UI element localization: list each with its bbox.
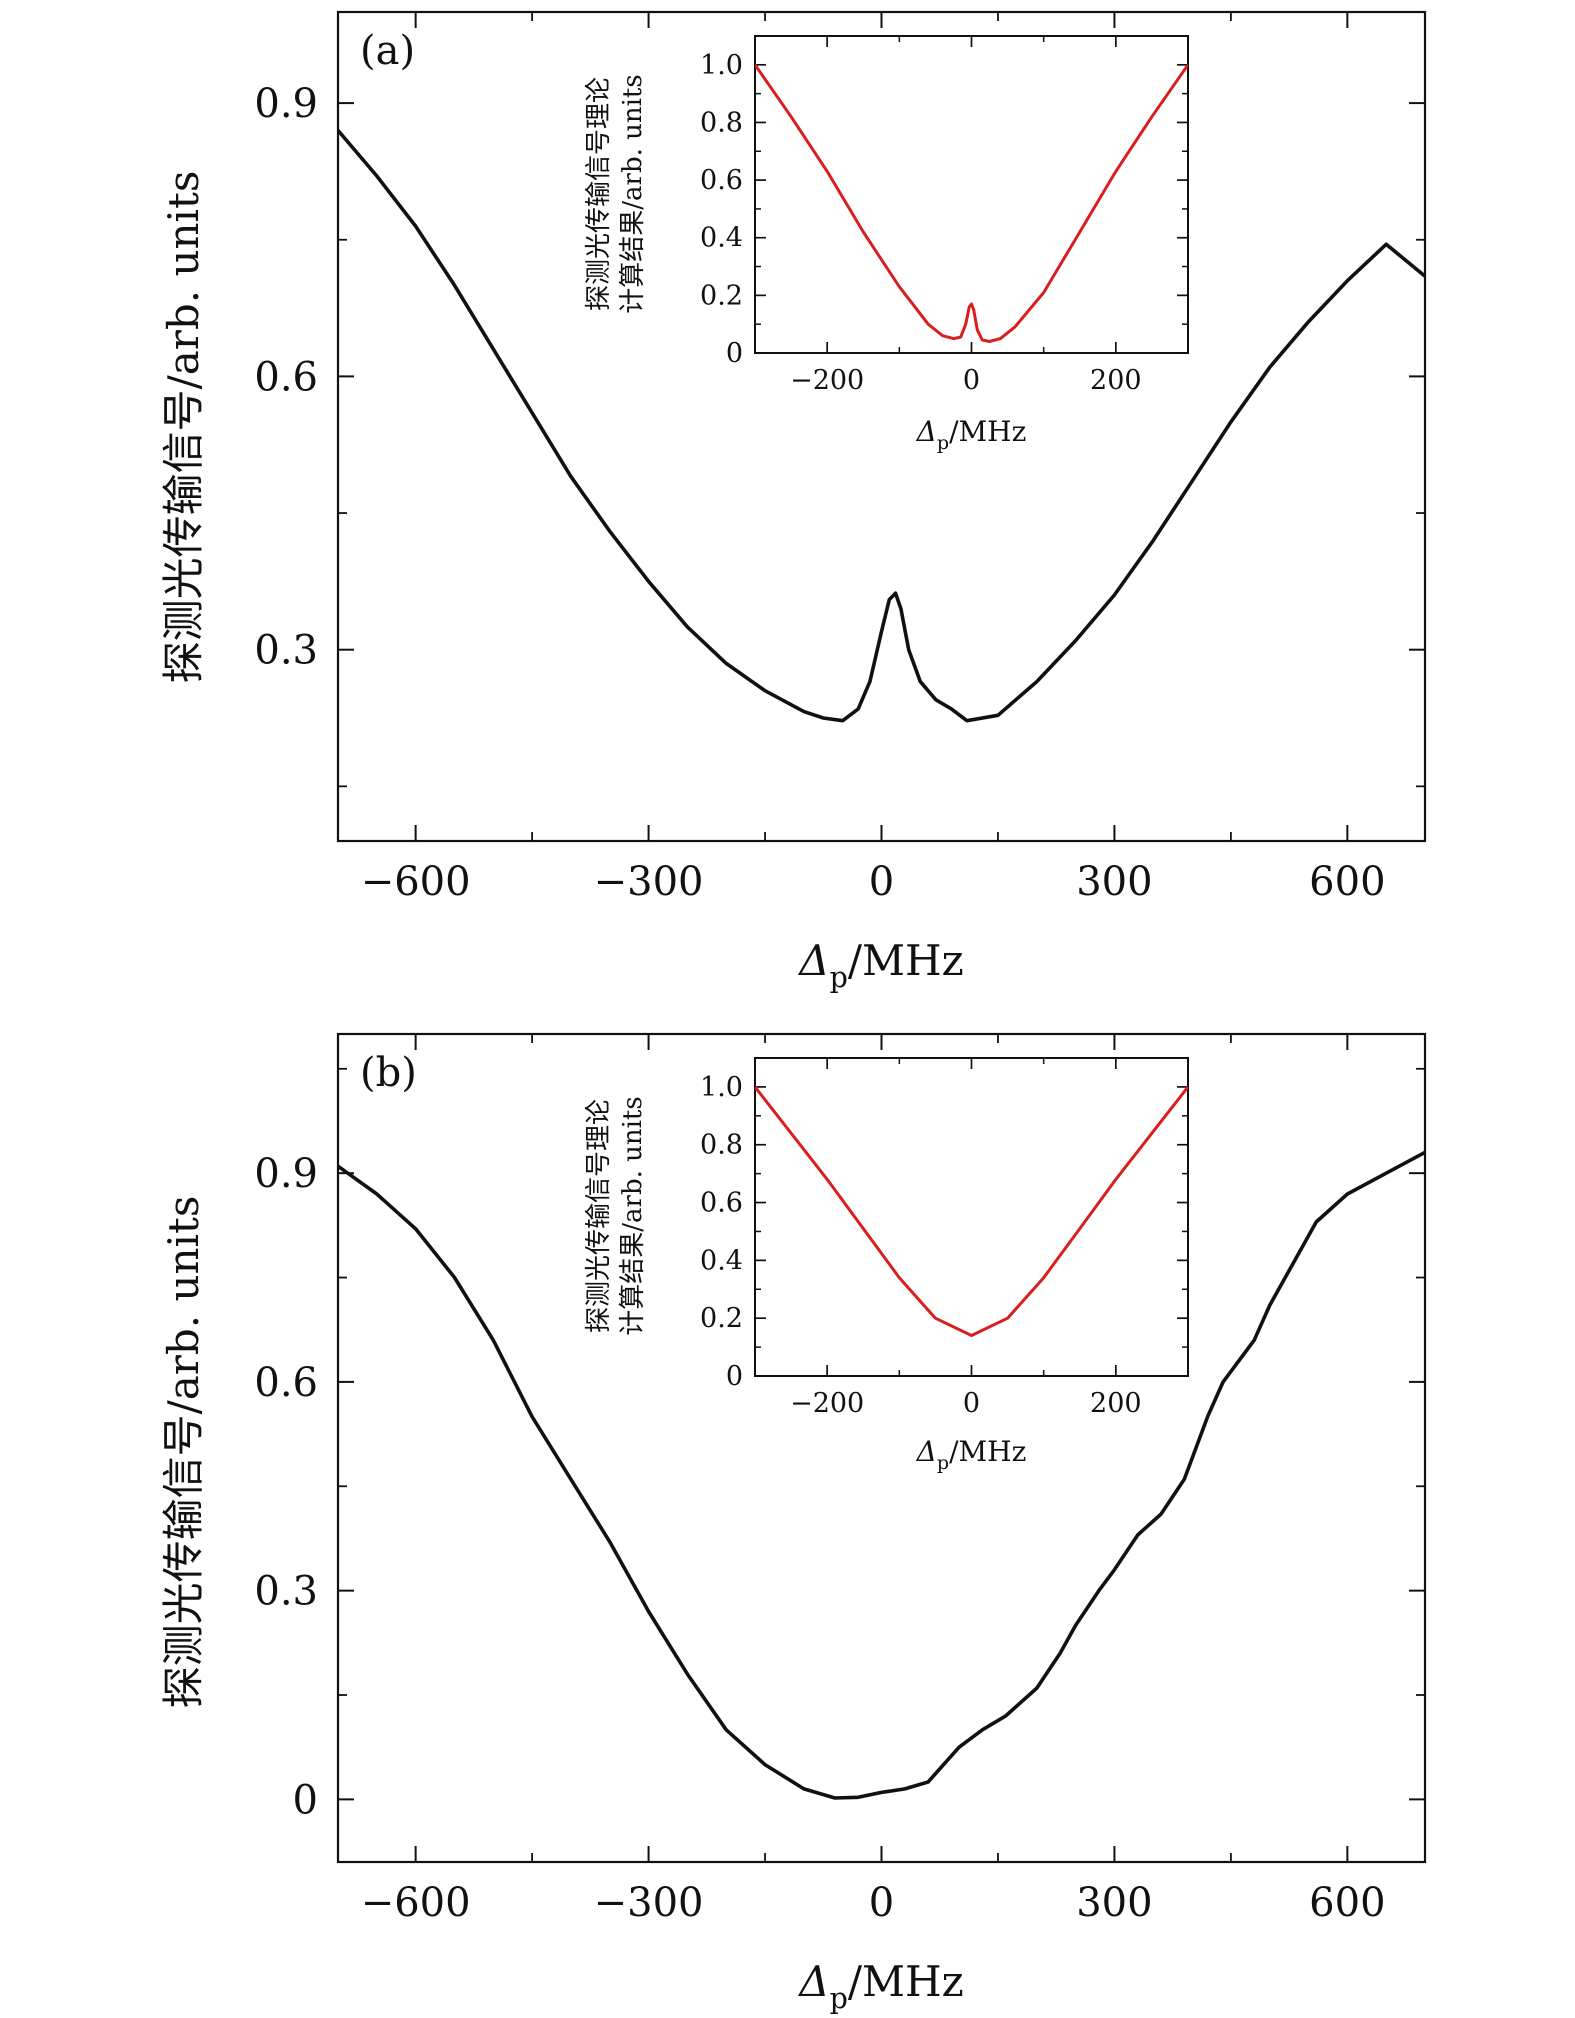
panel-label: (a) [360, 28, 415, 74]
y-tick-label: 0 [293, 1777, 318, 1823]
panel-a: 0.3 0.6 0.9 −600 −300 0 300 600 Δp/MHz 探测光传输信号/ar… [159, 10, 1427, 994]
inset-x-tick-label: 0 [963, 1388, 980, 1419]
x-tick-label: 600 [1309, 859, 1385, 905]
y-tick-label: 0.9 [254, 81, 318, 127]
y-tick-label: 0.6 [254, 354, 318, 400]
x-tick-label: −600 [361, 1880, 471, 1926]
inset-x-tick-label: 200 [1090, 365, 1142, 396]
inset-data-line-series-0 [755, 63, 1188, 343]
x-axis-label-symbol: Δ [797, 1957, 829, 2006]
inset-y-axis-label-line1: 探测光传输信号理论 [584, 1099, 614, 1333]
inset-x-axis-label-unit: /MHz [949, 1435, 1026, 1468]
y-tick-label: 0.9 [254, 1151, 318, 1197]
inset-x-axis-label: Δp/MHz [916, 1435, 1027, 1474]
panel-b: 0 0.3 0.6 0.9 −600 −300 0 300 600 Δp/MHz 探测光传输信号/a… [159, 1032, 1427, 2015]
data-line-series-0 [338, 129, 1425, 723]
inset-y-tick-label: 0.4 [700, 223, 743, 254]
inset-y-tick-label: 0.6 [700, 1188, 743, 1219]
inset-frame [754, 35, 1189, 354]
inset-y-axis-label-line2: 计算结果/arb. units [618, 1096, 648, 1335]
inset-frame [754, 1057, 1189, 1377]
y-axis-label: 探测光传输信号/arb. units [159, 1196, 208, 1709]
x-tick-label: −600 [361, 859, 471, 905]
inset-y-tick-label: 0 [726, 338, 743, 369]
x-tick-label: −300 [594, 859, 704, 905]
y-tick-label: 0.3 [254, 1569, 318, 1615]
x-tick-label: 600 [1309, 1880, 1385, 1926]
y-tick-label: 0.3 [254, 628, 318, 674]
y-axis-label: 探测光传输信号/arb. units [159, 171, 208, 684]
panel-label: (b) [360, 1050, 417, 1096]
x-axis-label-unit: /MHz [848, 1957, 964, 2006]
inset-y-tick-label: 0 [726, 1361, 743, 1392]
inset-y-tick-label: 0.8 [700, 1130, 743, 1161]
inset-x-axis-label-symbol: Δ [916, 1435, 937, 1468]
inset-y-tick-label: 1.0 [700, 1072, 743, 1103]
inset-x-tick-label: 200 [1090, 1388, 1142, 1419]
y-tick-label: 0.6 [254, 1360, 318, 1406]
x-tick-label: −300 [594, 1880, 704, 1926]
inset-y-tick-label: 0.2 [700, 1303, 743, 1334]
inset-y-tick-label: 0.4 [700, 1245, 743, 1276]
inset-x-tick-label: −200 [790, 365, 864, 396]
x-tick-label: 300 [1076, 859, 1152, 905]
data-line-series-0 [338, 1150, 1425, 1800]
inset-y-axis-label-line2: 计算结果/arb. units [618, 74, 648, 313]
inset-y-tick-label: 0.2 [700, 280, 743, 311]
inset-y-axis-label-line1: 探测光传输信号理论 [584, 77, 614, 311]
x-axis-label-unit: /MHz [848, 936, 964, 985]
x-axis-label-subscript: p [830, 1981, 848, 2015]
inset-x-axis-label-unit: /MHz [949, 415, 1026, 448]
inset-y-tick-label: 0.8 [700, 107, 743, 138]
inset-x-axis-label-subscript: p [937, 432, 949, 454]
inset-y-tick-label: 1.0 [700, 50, 743, 81]
x-tick-label: 0 [869, 859, 894, 905]
inset-x-axis-label: Δp/MHz [916, 415, 1027, 454]
inset-x-tick-label: −200 [790, 1388, 864, 1419]
inset-data-line-series-0 [755, 1085, 1188, 1337]
x-axis-label: Δp/MHz [797, 1957, 964, 2015]
inset-x-tick-label: 0 [963, 365, 980, 396]
inset-y-tick-label: 0.6 [700, 165, 743, 196]
x-axis-label-subscript: p [830, 960, 848, 994]
x-tick-label: 300 [1076, 1880, 1152, 1926]
inset-x-axis-label-symbol: Δ [916, 415, 937, 448]
x-tick-label: 0 [869, 1880, 894, 1926]
inset-x-axis-label-subscript: p [937, 1452, 949, 1474]
x-axis-label: Δp/MHz [797, 936, 964, 994]
x-axis-label-symbol: Δ [797, 936, 829, 985]
